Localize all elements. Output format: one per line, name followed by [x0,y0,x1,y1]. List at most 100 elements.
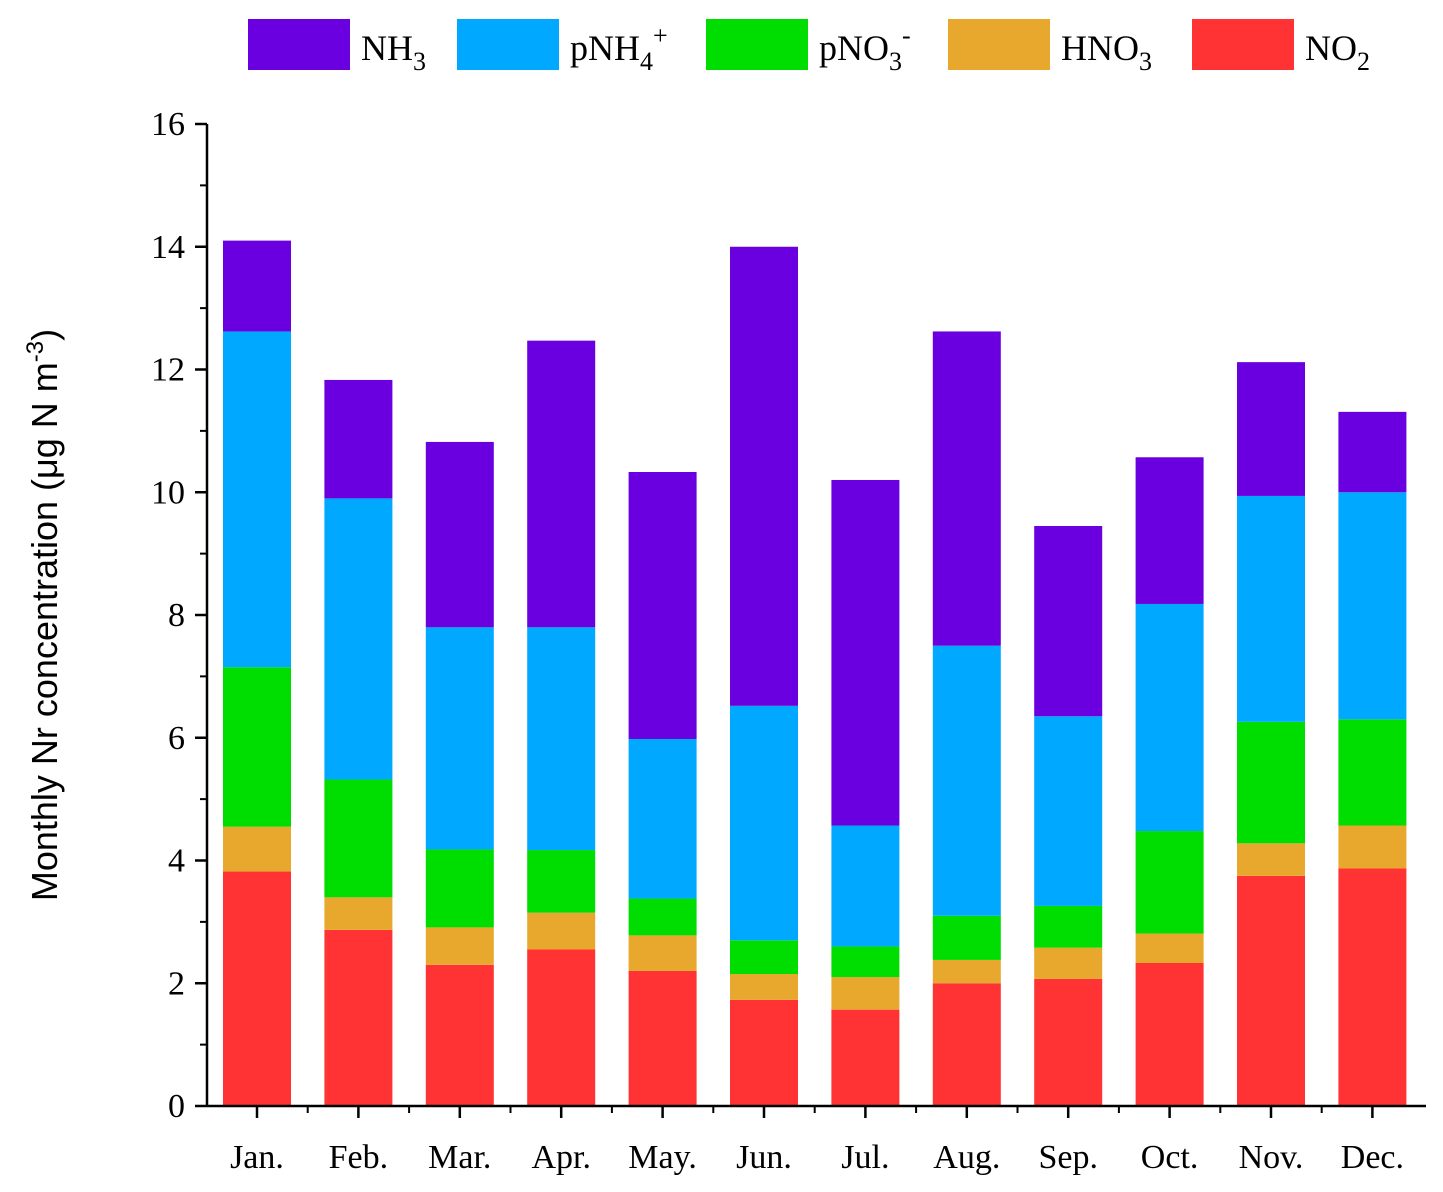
bar-nh3-jan [223,240,291,332]
x-tick-label: Oct. [1141,1139,1199,1176]
y-tick-label: 2 [168,965,185,1002]
bar-pnh4-jun [730,705,798,941]
legend-swatch-nh3 [248,19,350,70]
y-axis-ticks: 0 2 4 6 8 10 12 14 16 [151,106,207,1125]
bar-pnh4-apr [527,627,596,851]
bar-nh3-may [628,471,697,739]
x-tick-label: Dec. [1341,1139,1404,1176]
x-tick-label: Feb. [329,1139,389,1176]
y-tick-label: 6 [168,720,185,757]
bar-pnh4-mar [425,627,494,850]
legend-label-hno3: HNO3 [1061,28,1152,76]
bar-pno3-mar [425,849,494,928]
bar-hno3-jun [730,974,798,1000]
x-tick-label: Aug. [933,1139,1000,1176]
bar-no2-mar [425,964,494,1106]
x-tick-label: Apr. [531,1139,591,1176]
bar-pnh4-jul [831,825,900,947]
bar-pnh4-dec [1338,492,1407,720]
bar-pnh4-may [628,738,697,899]
bar-nh3-nov [1237,362,1305,496]
x-tick-label: Jun. [736,1139,792,1176]
y-axis-title: Monthly Nr concentration (μg N m-3) [22,329,65,901]
legend-label-no2: NO2 [1305,28,1370,76]
bar-hno3-nov [1237,843,1305,876]
bar-pnh4-jan [223,331,291,668]
x-tick-label: Nov. [1239,1139,1304,1176]
bar-hno3-oct [1135,933,1204,963]
bar-no2-nov [1237,875,1305,1106]
bar-no2-sep [1034,978,1103,1106]
bar-no2-jan [223,871,291,1106]
bar-pno3-aug [932,915,1001,960]
x-tick-label: Mar. [428,1139,491,1176]
bar-nh3-sep [1034,526,1103,717]
bar-pno3-apr [527,850,596,913]
x-tick-label: Jul. [841,1139,889,1176]
y-tick-label: 4 [168,843,185,880]
legend-swatch-no2 [1192,19,1294,70]
bar-hno3-apr [527,912,596,950]
bar-nh3-jul [831,479,900,826]
bar-pno3-feb [324,779,393,898]
bar-hno3-mar [425,927,494,965]
legend-label-pnh4: pNH4+ [570,21,668,76]
bar-nh3-dec [1338,411,1407,493]
bar-no2-may [628,970,697,1106]
y-tick-label: 8 [168,597,185,634]
bar-hno3-aug [932,959,1001,984]
y-tick-label: 14 [151,229,185,266]
x-tick-label: Sep. [1038,1139,1098,1176]
bar-no2-oct [1135,962,1204,1106]
bar-hno3-dec [1338,825,1407,869]
legend-label-nh3: NH3 [361,28,426,76]
bar-no2-jul [831,1009,900,1106]
bar-pno3-dec [1338,719,1407,826]
x-axis-ticks: Jan. Feb. Mar. Apr. May. Jun. Jul. Aug. Sep. Oct.… [230,1106,1404,1176]
bar-hno3-feb [324,897,393,930]
bar-hno3-jul [831,977,900,1010]
bar-nh3-feb [324,379,393,499]
bar-pnh4-aug [932,645,1001,916]
bar-hno3-may [628,935,697,971]
bar-hno3-jan [223,826,291,872]
bar-no2-apr [527,949,596,1106]
bar-pnh4-nov [1237,495,1305,722]
bar-nh3-aug [932,331,1001,646]
legend: NH3 pNH4+ pNO3- HNO3 NO2 [248,19,1370,76]
bar-pnh4-feb [324,498,393,780]
y-tick-label: 16 [151,106,185,143]
y-axis-title-sup: -3 [22,341,49,362]
bar-nh3-oct [1135,457,1204,604]
y-tick-label: 12 [151,352,185,389]
bar-no2-dec [1338,868,1407,1106]
bars-group [223,240,1407,1106]
x-tick-label: May. [628,1139,697,1176]
bar-pno3-nov [1237,721,1305,844]
bar-pnh4-oct [1135,603,1204,832]
bar-hno3-sep [1034,947,1103,979]
y-axis-title-close: ) [24,329,65,341]
legend-label-pno3: pNO3- [819,21,911,76]
bar-nh3-jun [730,246,798,706]
x-tick-label: Jan. [230,1139,284,1176]
bar-pno3-may [628,898,697,936]
bar-nh3-apr [527,340,596,628]
bar-pno3-jul [831,946,900,978]
legend-swatch-pno3 [706,19,808,70]
bar-pnh4-sep [1034,716,1103,906]
bar-no2-jun [730,999,798,1106]
y-tick-label: 10 [151,474,185,511]
y-axis-title-main: Monthly Nr concentration (μg N m [24,362,65,901]
y-tick-label: 0 [168,1088,185,1125]
legend-swatch-hno3 [948,19,1050,70]
bar-no2-feb [324,929,393,1106]
bar-pno3-jan [223,667,291,827]
bar-pno3-oct [1135,831,1204,934]
bar-pno3-sep [1034,905,1103,948]
bar-pno3-jun [730,940,798,975]
bar-nh3-mar [425,441,494,628]
bar-no2-aug [932,983,1001,1106]
legend-swatch-pnh4 [457,19,559,70]
